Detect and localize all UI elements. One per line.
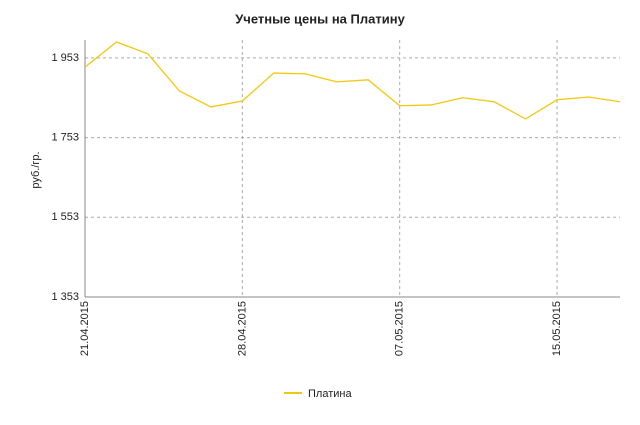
x-tick-label: 15.05.2015 [551, 301, 563, 356]
x-tick-label: 21.04.2015 [79, 301, 91, 356]
y-tick-label: 1 753 [51, 132, 79, 144]
y-tick-label: 1 353 [51, 291, 79, 303]
y-axis-label: руб./гр. [30, 151, 42, 188]
x-tick-label: 28.04.2015 [236, 301, 248, 356]
y-tick-label: 1 553 [51, 211, 79, 223]
data-line [84, 41, 621, 120]
legend-label: Платина [308, 388, 352, 400]
chart-title: Учетные цены на Платину [235, 11, 405, 26]
x-tick-label: 07.05.2015 [394, 301, 406, 356]
y-tick-label: 1 953 [51, 52, 79, 64]
